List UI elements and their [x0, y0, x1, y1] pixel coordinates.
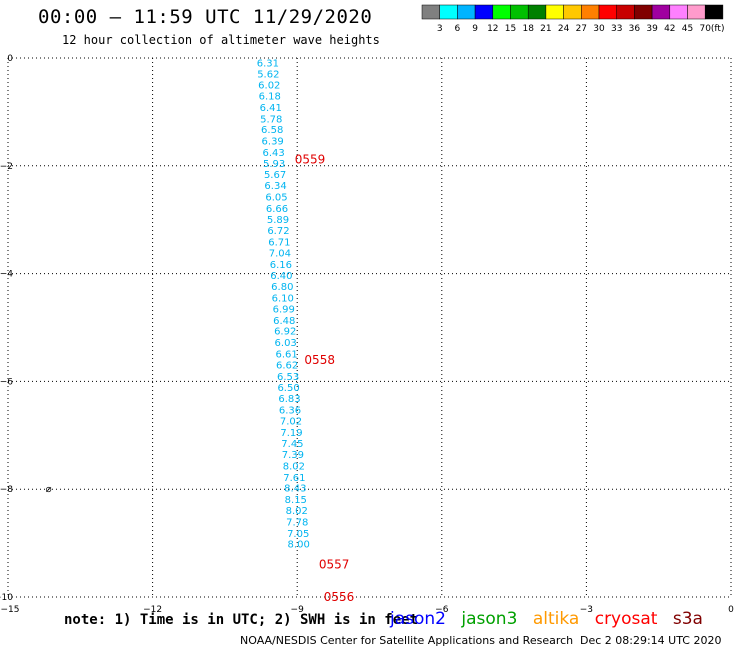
swh-data-label: 7.19 [280, 428, 302, 439]
pass-time-annotation: 0556 [324, 590, 355, 604]
swh-data-label: 6.02 [258, 80, 280, 91]
pass-time-annotation: 0557 [319, 558, 350, 572]
legend-unit: (ft) [711, 24, 725, 34]
altimeter-plot: −15−12−9−6−300−2−4−6−8−106.315.626.026.1… [0, 54, 734, 615]
y-tick-label: −10 [0, 593, 13, 603]
x-tick-label: −15 [1, 605, 20, 615]
color-legend: 3 6 9 12 15 18 21 24 27 30 33 36 39 42 45 70 (ft) [421, 4, 725, 34]
x-tick-label: −6 [435, 605, 449, 615]
page-title: 00:00 – 11:59 UTC 11/29/2020 [38, 6, 373, 28]
y-tick-label: −6 [0, 377, 13, 387]
swh-data-label: 6.31 [257, 58, 279, 69]
swh-data-label: 6.41 [260, 103, 282, 114]
swh-data-label: 7.02 [280, 417, 302, 428]
legend-tick-label: 18 [522, 24, 534, 34]
generated-timestamp: Dec 2 08:29:14 UTC 2020 [580, 634, 722, 647]
swh-data-label: 6.99 [273, 305, 295, 316]
legend-tick-label: 39 [646, 24, 658, 34]
legend-tick-label: 30 [593, 24, 605, 34]
swh-data-label: 8.02 [286, 506, 308, 517]
swh-data-label: 7.39 [282, 450, 304, 461]
swh-data-label: 6.40 [270, 271, 292, 282]
buoy-marker: ⌀ [46, 484, 52, 495]
legend-tick-label: 27 [576, 24, 587, 34]
x-tick-label: −3 [580, 605, 593, 615]
mission-jason3: jason3 [461, 609, 518, 629]
swh-data-label: 6.62 [276, 361, 298, 372]
swh-data-label: 6.92 [274, 327, 296, 338]
x-tick-label: −9 [291, 605, 305, 615]
y-tick-label: 0 [7, 54, 13, 64]
swh-data-label: 6.34 [264, 181, 286, 192]
swh-data-label: 5.62 [257, 70, 279, 81]
swh-data-label: 6.61 [276, 349, 298, 360]
swh-data-label: 7.45 [281, 439, 303, 450]
swh-data-label: 8.15 [285, 495, 307, 506]
legend-tick-label: 21 [540, 24, 551, 34]
swh-data-label: 6.43 [262, 148, 284, 159]
pass-time-annotation: 0559 [295, 152, 326, 166]
swh-data-label: 6.58 [261, 125, 283, 136]
swh-data-label: 6.10 [272, 293, 294, 304]
credit-line: NOAA/NESDIS Center for Satellite Applica… [240, 634, 574, 647]
legend-tick-label: 12 [487, 24, 498, 34]
swh-data-label: 7.04 [269, 249, 291, 260]
mission-jason2: jason2 [390, 609, 446, 629]
swh-data-label: 6.66 [266, 204, 288, 215]
footer-note: note: 1) Time is in UTC; 2) SWH is in fe… [64, 612, 419, 628]
swh-data-label: 6.48 [273, 316, 295, 327]
swh-data-label: 5.67 [264, 170, 286, 181]
swh-data-label: 6.03 [275, 338, 297, 349]
mission-legend: jason2 jason3 altika cryosat s3a [390, 609, 713, 629]
legend-tick-label: 70 [699, 24, 711, 34]
mission-cryosat: cryosat [594, 609, 658, 629]
legend-swatch [704, 4, 724, 20]
y-tick-label: −8 [0, 485, 13, 495]
swh-data-label: 6.83 [278, 394, 300, 405]
legend-tick-label: 24 [558, 24, 570, 34]
swh-data-label: 6.36 [279, 405, 301, 416]
swh-data-label: 5.93 [263, 159, 285, 170]
legend-tick-label: 15 [505, 24, 516, 34]
legend-tick-label: 45 [682, 24, 693, 34]
legend-tick-label: 9 [472, 24, 478, 34]
legend-tick-label: 36 [629, 24, 641, 34]
y-tick-label: −2 [0, 162, 13, 172]
swh-data-label: 6.16 [270, 260, 292, 271]
swh-data-label: 6.72 [267, 226, 289, 237]
legend-tick-label: 42 [664, 24, 675, 34]
swh-data-label: 6.18 [259, 92, 281, 103]
swh-data-label: 7.78 [286, 518, 308, 529]
swh-data-label: 8.43 [284, 484, 306, 495]
mission-s3a: s3a [672, 609, 703, 629]
swh-data-label: 5.78 [260, 114, 282, 125]
swh-data-label: 6.80 [271, 282, 293, 293]
x-tick-label: −12 [143, 605, 162, 615]
swh-data-label: 6.50 [277, 383, 299, 394]
swh-data-label: 6.05 [265, 193, 287, 204]
swh-data-label: 7.05 [287, 529, 309, 540]
swh-data-label: 6.53 [277, 372, 299, 383]
x-tick-label: 0 [728, 605, 734, 615]
legend-tick-label: 33 [611, 24, 622, 34]
legend-tick-label: 3 [437, 24, 443, 34]
mission-altika: altika [532, 609, 580, 629]
swh-data-label: 8.00 [288, 540, 310, 551]
swh-data-label: 8.02 [283, 461, 305, 472]
swh-data-label: 6.39 [262, 136, 284, 147]
swh-data-label: 6.71 [268, 237, 290, 248]
swh-data-label: 5.89 [267, 215, 289, 226]
swh-data-label: 7.61 [283, 473, 305, 484]
pass-time-annotation: 0558 [304, 353, 335, 367]
y-tick-label: −4 [0, 270, 13, 280]
legend-tick-label: 6 [455, 24, 461, 34]
page-subtitle: 12 hour collection of altimeter wave hei… [62, 33, 380, 47]
